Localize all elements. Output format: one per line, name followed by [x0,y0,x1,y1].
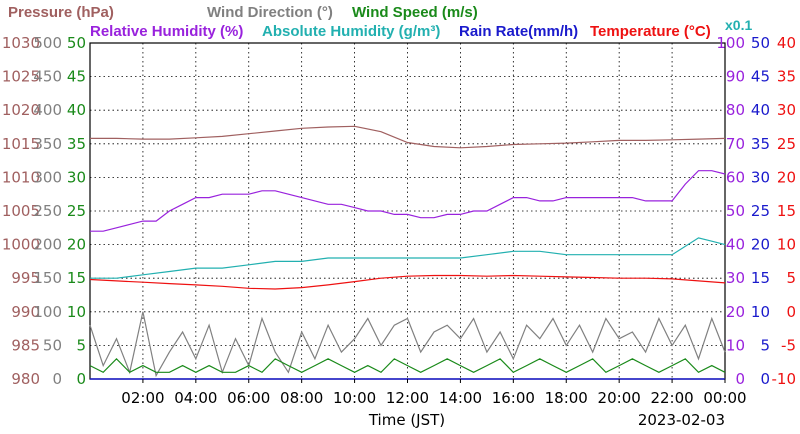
wind_direction-tick-label: 450 [33,68,62,86]
rain_rate-tick-label: 5 [760,336,770,354]
pressure-tick-label: 1015 [2,135,40,153]
pressure-tick-label: 980 [11,370,40,388]
rain_rate-tick-label: 0 [760,370,770,388]
x-tick-label: 12:00 [386,389,429,407]
rain_rate-tick-label: 15 [751,269,770,287]
wind_speed-tick-label: 50 [67,34,86,52]
pressure-tick-label: 985 [11,336,40,354]
x-tick-label: 18:00 [545,389,588,407]
wind_direction-tick-label: 100 [33,303,62,321]
humidity-tick-label: 100 [716,34,745,52]
wind_direction-tick-label: 500 [33,34,62,52]
chart-date: 2023-02-03 [638,411,725,429]
header-label: Pressure (hPa) [8,4,114,21]
series-line [90,170,726,232]
header-note: x0.1 [725,17,752,33]
rain_rate-tick-label: 10 [751,303,770,321]
wind_direction-tick-label: 350 [33,135,62,153]
temperature-tick-label: 25 [777,135,796,153]
x-tick-label: 02:00 [121,389,164,407]
wind_speed-tick-label: 10 [67,303,86,321]
x-tick-label: 10:00 [333,389,376,407]
x-tick-label: 22:00 [650,389,693,407]
humidity-tick-label: 50 [726,202,745,220]
rain_rate-tick-label: 50 [751,34,770,52]
pressure-tick-label: 1005 [2,202,40,220]
wind_speed-tick-label: 35 [67,135,86,153]
header-label: Absolute Humidity (g/m³) [262,23,440,40]
pressure-tick-label: 1020 [2,101,40,119]
series-line [90,237,726,279]
humidity-tick-label: 70 [726,135,745,153]
temperature-tick-label: 10 [777,236,796,254]
rain_rate-tick-label: 40 [751,101,770,119]
x-tick-label: 16:00 [492,389,535,407]
header-label: Wind Direction (°) [207,4,333,21]
wind_speed-tick-label: 25 [67,202,86,220]
wind_speed-tick-label: 5 [76,336,86,354]
temperature-tick-label: 35 [777,68,796,86]
series-line [89,274,726,290]
rain_rate-tick-label: 20 [751,236,770,254]
humidity-tick-label: 90 [726,68,745,86]
wind_direction-tick-label: 400 [33,101,62,119]
header-label: Wind Speed (m/s) [352,4,478,21]
x-tick-label: 20:00 [598,389,641,407]
x-axis: 02:00 04:00 06:00 08:00 10:00 12:00 14:00 16:00… [121,379,747,407]
wind_direction-tick-label: 0 [52,370,62,388]
x-tick-label: 08:00 [280,389,323,407]
x-axis-label: Time (JST) [368,411,445,429]
temperature-tick-label: -5 [781,336,796,354]
rain_rate-tick-label: 25 [751,202,770,220]
x-tick-label: 00:00 [703,389,746,407]
rain_rate-tick-label: 35 [751,135,770,153]
temperature-tick-label: 30 [777,101,796,119]
pressure-tick-label: 1000 [2,236,40,254]
humidity-tick-label: 60 [726,168,745,186]
rain_rate-tick-label: 45 [751,68,770,86]
humidity-tick-label: 20 [726,303,745,321]
wind_direction-tick-label: 200 [33,236,62,254]
pressure-tick-label: 1030 [2,34,40,52]
pressure-tick-label: 1010 [2,168,40,186]
humidity-tick-label: 10 [726,336,745,354]
temperature-tick-label: 20 [777,168,796,186]
series-line [89,357,726,374]
wind_direction-tick-label: 250 [33,202,62,220]
pressure-tick-label: 990 [11,303,40,321]
rain_rate-tick-label: 30 [751,168,770,186]
wind_speed-tick-label: 15 [67,269,86,287]
chart-grid [90,43,725,379]
header-label: Rain Rate(mm/h) [459,23,578,40]
pressure-tick-label: 995 [11,269,40,287]
wind_direction-tick-label: 300 [33,168,62,186]
x-tick-label: 06:00 [227,389,270,407]
wind_direction-tick-label: 50 [43,336,62,354]
header-label: Temperature (°C) [590,23,711,40]
temperature-tick-label: 5 [786,269,796,287]
series-line [89,311,726,378]
wind_speed-tick-label: 20 [67,236,86,254]
header-label: Relative Humidity (%) [90,23,243,40]
series-line [90,125,726,149]
humidity-tick-label: 0 [735,370,745,388]
humidity-tick-label: 80 [726,101,745,119]
temperature-tick-label: 15 [777,202,796,220]
temperature-tick-label: 40 [777,34,796,52]
pressure-tick-label: 1025 [2,68,40,86]
chart-header: Pressure (hPa) Wind Direction (°) Wind Spe… [8,4,752,40]
chart-axes: 9809859909951000100510101015102010251030… [2,34,796,388]
wind_speed-tick-label: 0 [76,370,86,388]
humidity-tick-label: 40 [726,236,745,254]
wind_speed-tick-label: 45 [67,68,86,86]
wind_speed-tick-label: 40 [67,101,86,119]
wind_direction-tick-label: 150 [33,269,62,287]
x-tick-label: 04:00 [174,389,217,407]
temperature-tick-label: -10 [772,370,797,388]
humidity-tick-label: 30 [726,269,745,287]
x-tick-label: 14:00 [439,389,482,407]
wind_speed-tick-label: 30 [67,168,86,186]
temperature-tick-label: 0 [786,303,796,321]
